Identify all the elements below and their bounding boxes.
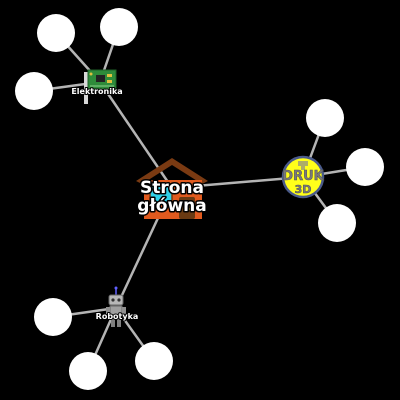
- leaf-node-druk3d-3[interactable]: [318, 204, 356, 242]
- edge-home-elektronika: [98, 80, 174, 190]
- center-label-line1: Strona: [140, 178, 204, 198]
- leaf-node-robotyka-2[interactable]: [69, 352, 107, 390]
- leaf-node-elektronika-1[interactable]: [37, 14, 75, 52]
- branch-node-robotyka[interactable]: Robotyka: [95, 286, 139, 328]
- center-node-home[interactable]: Strona główna: [136, 158, 208, 219]
- leaf-node-robotyka-1[interactable]: [34, 298, 72, 336]
- 3d-print-badge-icon: [281, 155, 325, 199]
- house-icon: [136, 158, 208, 219]
- branch-label-druk3d-line2: 3D: [295, 183, 312, 196]
- center-label-line2: główna: [137, 196, 206, 216]
- leaf-node-elektronika-3[interactable]: [15, 72, 53, 110]
- leaf-node-druk3d-1[interactable]: [306, 99, 344, 137]
- branch-label-druk3d-line1: DRUK: [282, 169, 324, 184]
- branch-node-elektronika[interactable]: Elektronika: [70, 69, 124, 104]
- circuit-board-icon: [84, 69, 117, 104]
- leaf-nodes: [15, 8, 384, 390]
- leaf-node-elektronika-2[interactable]: [100, 8, 138, 46]
- branch-label-elektronika: Elektronika: [71, 87, 122, 96]
- leaf-node-druk3d-2[interactable]: [346, 148, 384, 186]
- robot-icon: [106, 286, 126, 327]
- leaf-node-robotyka-3[interactable]: [135, 342, 173, 380]
- branch-label-robotyka: Robotyka: [96, 312, 139, 321]
- branch-node-druk3d[interactable]: DRUK 3D: [281, 155, 325, 199]
